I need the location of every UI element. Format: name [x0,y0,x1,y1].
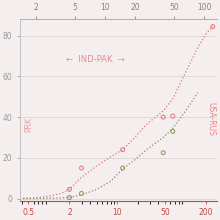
Point [171,114,175,118]
Point [80,166,83,170]
Text: USA-RUS: USA-RUS [207,102,216,136]
Point [121,148,125,151]
Point [171,130,175,133]
Text: PRK: PRK [25,117,33,132]
Point [80,192,83,195]
Point [211,25,214,28]
Point [68,196,71,199]
Point [121,166,125,170]
Point [161,151,165,154]
Text: ←  IND-PAK  →: ← IND-PAK → [66,55,125,64]
Point [161,115,165,119]
Point [68,188,71,191]
